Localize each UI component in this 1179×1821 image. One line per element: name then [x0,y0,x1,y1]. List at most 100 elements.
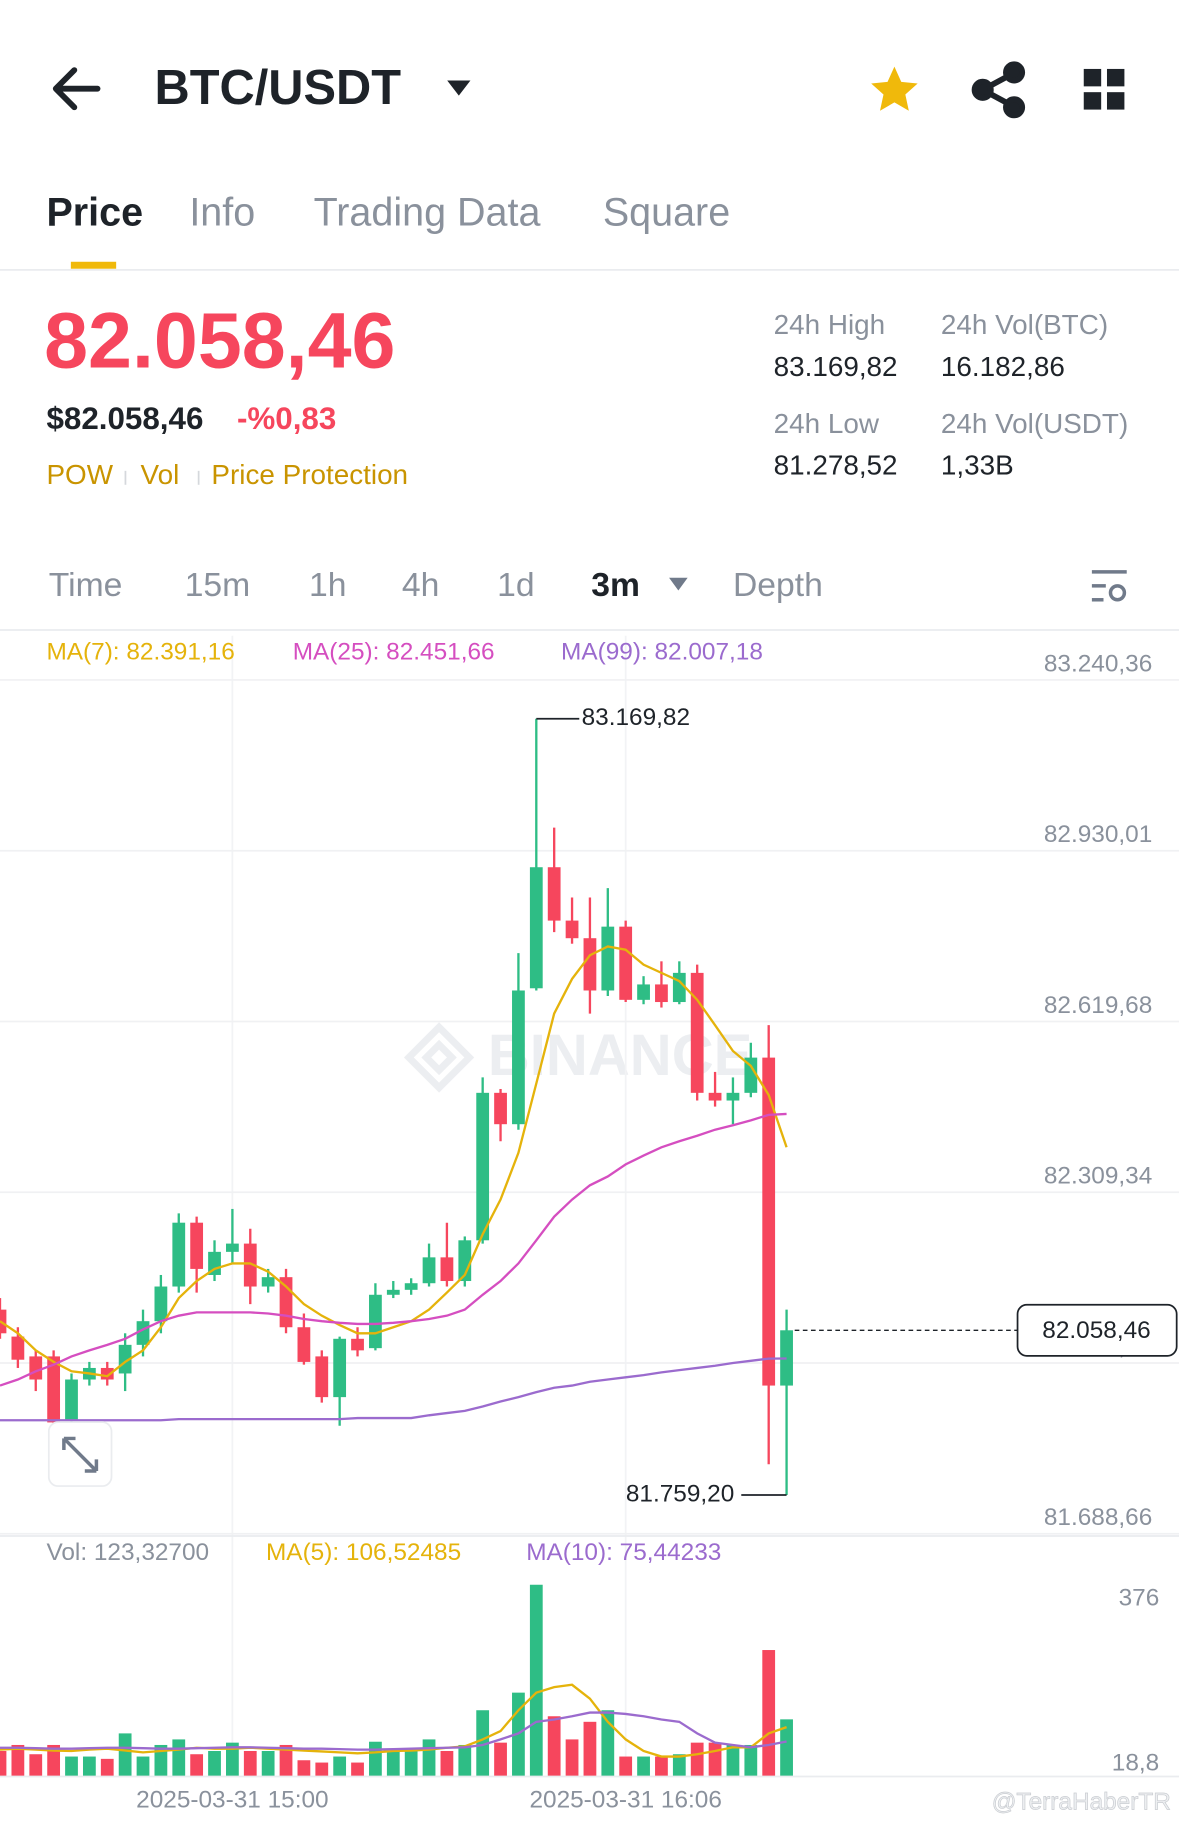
tag[interactable]: POW [46,459,113,490]
volume-bar [11,1744,25,1777]
y-tick-label: 83.240,36 [1044,650,1152,677]
expand-button[interactable] [47,1421,113,1487]
tab[interactable]: Info [189,191,255,235]
volume-bar [369,1741,382,1777]
tab[interactable]: Trading Data [314,191,541,235]
candle-body [637,984,650,1000]
high-label: 83.169,82 [582,704,690,731]
candle-body [565,920,579,939]
tab[interactable]: Price [46,191,143,235]
candle-body [512,990,525,1125]
ma-line [0,1357,787,1422]
credit: @TerraHaberTR [992,1789,1171,1816]
volume-bar [637,1756,650,1777]
volume-bar [118,1733,132,1777]
volume-ma-legend: MA(5): 106,52485 [266,1539,461,1566]
candle-body [440,1257,454,1282]
interval[interactable]: 1h [309,567,346,604]
candle-body [118,1344,132,1374]
volume-bar [100,1758,114,1777]
volume-bar [583,1721,597,1777]
plot: 2025-03-31 15:00 2025-03-31 16:06 83.240,3… [0,635,1179,1813]
chart-settings[interactable] [1091,570,1127,602]
tag[interactable]: Vol [141,459,180,490]
x-tick-label: 2025-03-31 16:06 [529,1786,721,1813]
usd-price: $82.058,46 [46,401,203,436]
candle-body [690,972,704,1093]
volume-ma-legend: MA(10): 75,44233 [526,1539,721,1566]
tag[interactable]: Price Protection [211,459,408,490]
candle-body [369,1294,382,1349]
volume-bar [476,1710,490,1777]
layout-button[interactable] [1083,68,1125,110]
volume-bar [65,1756,78,1777]
stat-label: 24h High [774,309,886,340]
candle-body [494,1092,507,1125]
volume-ma-line [0,1711,787,1751]
interval[interactable]: 15m [185,567,251,604]
volume-bar [762,1650,776,1777]
volume-bar [726,1744,740,1777]
pair-dropdown[interactable] [447,80,471,96]
price-change: -%0,83 [237,401,336,436]
candle-body [726,1092,740,1101]
last-price-label: 82.058,46 [1042,1317,1150,1344]
candle-body [708,1092,722,1101]
interval[interactable]: 3m [591,567,640,604]
volume-bar [458,1744,472,1777]
interval-dropdown[interactable] [669,577,688,591]
volume-bar [619,1756,633,1777]
stat-label: 24h Low [774,408,880,439]
volume-bar [226,1742,239,1777]
volume-bar [333,1756,347,1777]
candle-body [29,1356,43,1380]
candle-body [208,1251,221,1275]
stat-value: 1,33B [941,450,1014,481]
candle-body [762,1057,776,1386]
interval[interactable]: 1d [497,567,534,604]
candle-body [47,1356,61,1423]
interval[interactable]: Depth [733,567,823,604]
favorite-star[interactable] [871,66,918,111]
watermark-logo [403,1022,475,1093]
pair-title[interactable]: BTC/USDT [154,61,401,115]
share-button[interactable] [971,61,1026,119]
candle-body [744,1057,758,1093]
volume-bar [29,1754,43,1777]
stat-value: 16.182,86 [941,351,1065,382]
candle-body [529,867,543,989]
candle-body [780,1330,793,1386]
back-button[interactable] [52,67,101,111]
ma-legend: MA(99): 82.007,18 [561,639,763,666]
candle-body [351,1338,364,1351]
volume-bar [744,1744,758,1777]
volume-bar [529,1584,543,1777]
candle-body [619,926,633,1000]
candle-body [422,1257,436,1284]
volume-bar [208,1750,221,1777]
candle-body [65,1379,78,1421]
stat-value: 81.278,52 [774,450,898,481]
volume-bar [708,1742,722,1777]
candle-body [172,1222,186,1287]
interval[interactable]: Time [49,567,123,604]
volume-bar [601,1710,615,1777]
candle-body [154,1286,168,1322]
tab[interactable]: Square [603,191,730,235]
volume-bar [404,1750,418,1777]
candle-body [655,984,668,1003]
volume-bar [279,1744,293,1777]
candle-body [226,1243,239,1252]
y-tick-label: 82.619,68 [1044,992,1152,1019]
volume-bar [154,1744,168,1777]
volume-ma-line [0,1683,787,1758]
candle-body [190,1222,204,1269]
volume-bar [243,1750,257,1777]
candle-body [333,1338,347,1398]
watermark: BINANCE [488,1023,753,1088]
volume-tick-label: 18,8 [1112,1750,1159,1777]
volume-bar [47,1744,61,1777]
interval[interactable]: 4h [402,567,439,604]
candle-body [0,1309,7,1334]
